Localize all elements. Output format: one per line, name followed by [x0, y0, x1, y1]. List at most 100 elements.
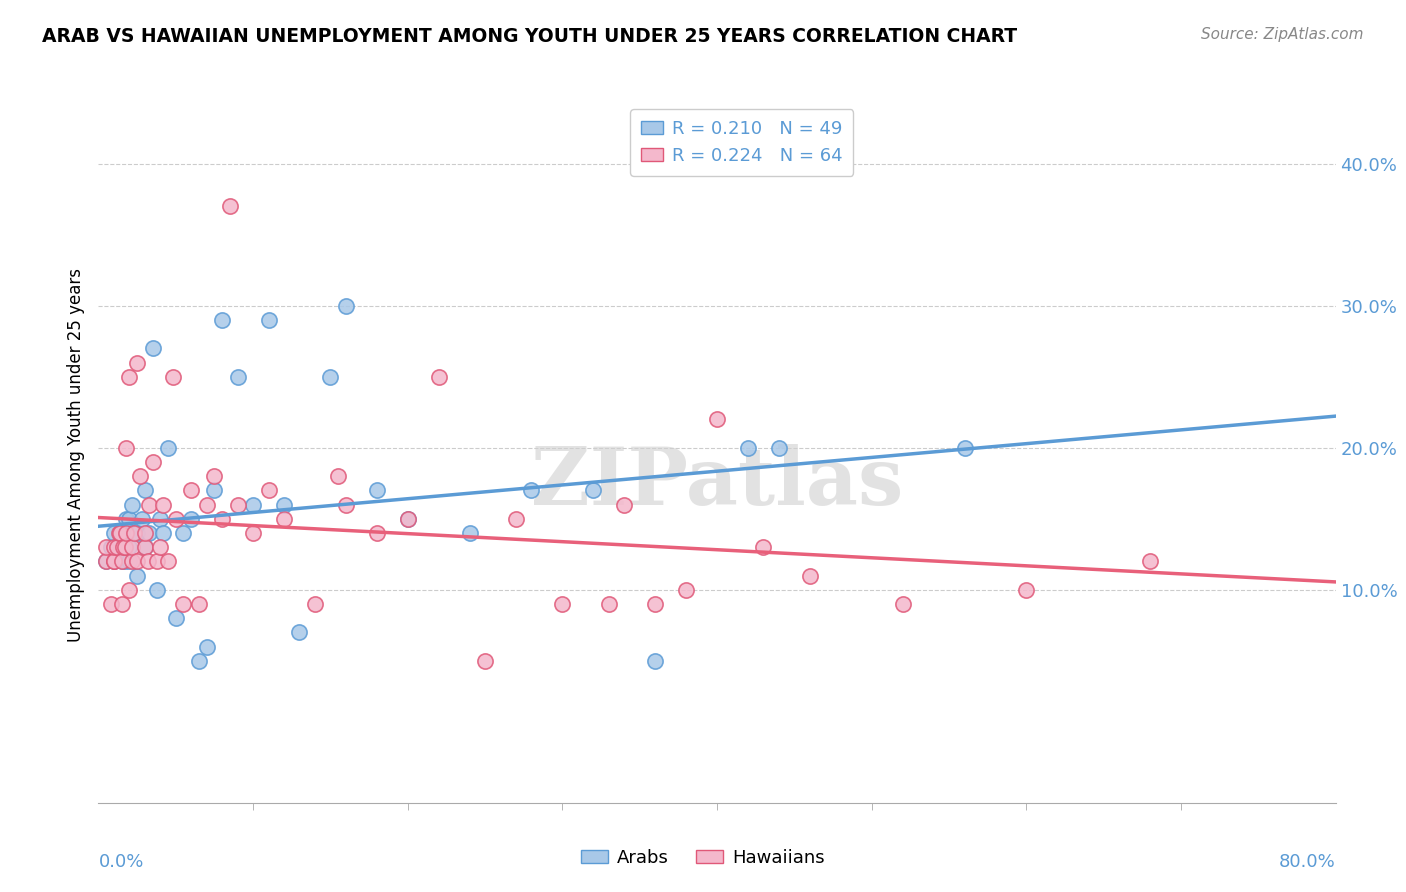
Point: [152, 526, 174, 541]
Y-axis label: Unemployment Among Youth under 25 years: Unemployment Among Youth under 25 years: [66, 268, 84, 642]
Point: [288, 625, 311, 640]
Point: [118, 582, 141, 597]
Point: [799, 568, 821, 582]
Point: [211, 313, 233, 327]
Point: [706, 412, 728, 426]
Point: [396, 512, 419, 526]
Point: [335, 299, 357, 313]
Point: [103, 554, 125, 568]
Point: [195, 498, 218, 512]
Point: [188, 597, 211, 611]
Point: [157, 441, 180, 455]
Point: [644, 654, 666, 668]
Point: [165, 611, 187, 625]
Point: [115, 512, 138, 526]
Point: [273, 498, 295, 512]
Point: [157, 554, 180, 568]
Point: [121, 526, 143, 541]
Point: [257, 313, 280, 327]
Point: [96, 554, 118, 568]
Point: [107, 526, 129, 541]
Point: [149, 512, 172, 526]
Point: [891, 597, 914, 611]
Point: [319, 369, 342, 384]
Point: [118, 369, 141, 384]
Text: 80.0%: 80.0%: [1279, 853, 1336, 871]
Point: [112, 540, 135, 554]
Point: [129, 469, 152, 483]
Point: [141, 342, 165, 356]
Point: [111, 540, 132, 554]
Point: [582, 483, 605, 498]
Point: [752, 540, 775, 554]
Point: [326, 469, 350, 483]
Point: [149, 540, 172, 554]
Point: [273, 512, 295, 526]
Point: [134, 526, 156, 541]
Point: [219, 199, 242, 213]
Point: [366, 526, 388, 541]
Point: [111, 526, 132, 541]
Point: [121, 498, 143, 512]
Point: [103, 540, 125, 554]
Point: [118, 540, 141, 554]
Point: [100, 597, 122, 611]
Point: [204, 483, 226, 498]
Point: [138, 526, 160, 541]
Point: [96, 554, 118, 568]
Point: [103, 554, 125, 568]
Point: [551, 597, 574, 611]
Point: [127, 554, 149, 568]
Point: [165, 512, 187, 526]
Legend: R = 0.210   N = 49, R = 0.224   N = 64: R = 0.210 N = 49, R = 0.224 N = 64: [630, 109, 853, 176]
Point: [115, 526, 138, 541]
Point: [474, 654, 496, 668]
Point: [520, 483, 543, 498]
Point: [242, 526, 264, 541]
Point: [226, 369, 249, 384]
Point: [103, 526, 125, 541]
Point: [211, 512, 233, 526]
Point: [121, 554, 143, 568]
Point: [335, 498, 357, 512]
Point: [127, 526, 149, 541]
Point: [146, 554, 169, 568]
Point: [226, 498, 249, 512]
Point: [134, 483, 156, 498]
Point: [105, 540, 128, 554]
Legend: Arabs, Hawaiians: Arabs, Hawaiians: [574, 842, 832, 874]
Point: [146, 582, 169, 597]
Text: Source: ZipAtlas.com: Source: ZipAtlas.com: [1201, 27, 1364, 42]
Point: [114, 554, 136, 568]
Point: [458, 526, 481, 541]
Point: [114, 540, 136, 554]
Point: [257, 483, 280, 498]
Point: [768, 441, 790, 455]
Point: [105, 540, 128, 554]
Point: [1139, 554, 1161, 568]
Point: [108, 526, 131, 541]
Point: [100, 540, 122, 554]
Point: [613, 498, 636, 512]
Point: [136, 554, 159, 568]
Point: [953, 441, 976, 455]
Point: [304, 597, 326, 611]
Point: [427, 369, 450, 384]
Point: [396, 512, 419, 526]
Point: [172, 597, 194, 611]
Point: [118, 512, 141, 526]
Point: [675, 582, 697, 597]
Point: [598, 597, 620, 611]
Point: [366, 483, 388, 498]
Point: [180, 483, 202, 498]
Point: [134, 540, 156, 554]
Point: [1015, 582, 1038, 597]
Point: [172, 526, 194, 541]
Point: [96, 540, 118, 554]
Point: [115, 441, 138, 455]
Point: [242, 498, 264, 512]
Point: [121, 540, 143, 554]
Text: ZIPatlas: ZIPatlas: [531, 443, 903, 522]
Point: [134, 540, 156, 554]
Point: [131, 512, 153, 526]
